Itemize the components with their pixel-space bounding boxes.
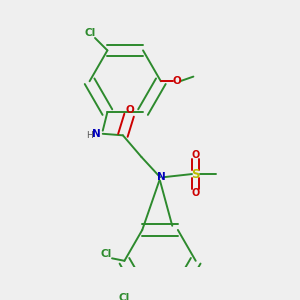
Text: O: O [192,150,200,160]
Text: O: O [192,188,200,198]
Text: H: H [86,130,93,140]
Text: N: N [157,172,166,182]
Text: N: N [92,129,101,139]
Text: S: S [191,168,200,181]
Text: Cl: Cl [100,249,112,259]
Text: Cl: Cl [118,293,129,300]
Text: Cl: Cl [85,28,96,38]
Text: O: O [125,105,134,115]
Text: O: O [173,76,182,86]
